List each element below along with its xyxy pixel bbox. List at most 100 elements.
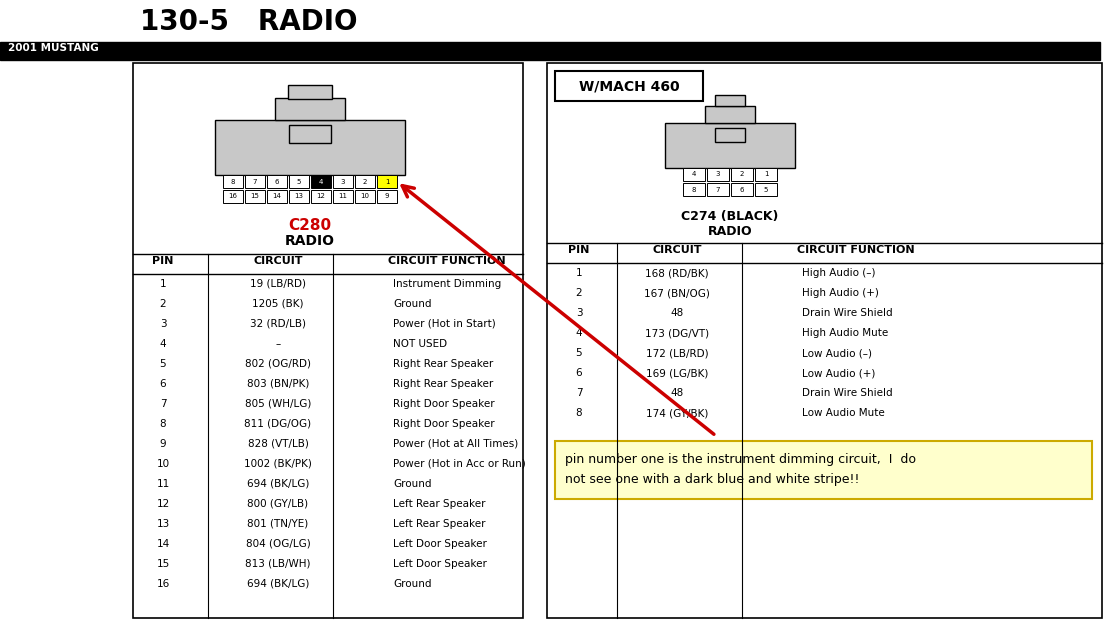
Bar [311, 175, 332, 188]
Text: 15: 15 [157, 559, 169, 569]
Bar [377, 175, 396, 188]
Text: 14: 14 [272, 194, 281, 199]
Text: 48: 48 [671, 308, 683, 318]
Bar [556, 441, 1092, 499]
Text: C274 (BLACK): C274 (BLACK) [681, 210, 778, 223]
Text: 13: 13 [295, 194, 304, 199]
Text: Power (Hot at All Times): Power (Hot at All Times) [393, 439, 519, 449]
Text: W/MACH 460: W/MACH 460 [579, 79, 680, 93]
Bar [665, 123, 795, 168]
Text: RADIO: RADIO [284, 234, 335, 248]
Text: 6: 6 [576, 368, 582, 378]
Text: 15: 15 [251, 194, 260, 199]
Text: 1002 (BK/PK): 1002 (BK/PK) [244, 459, 312, 469]
Text: pin number one is the instrument dimming circuit,  I  do
not see one with a dark: pin number one is the instrument dimming… [564, 454, 916, 486]
Text: 13: 13 [157, 519, 169, 529]
Text: Right Door Speaker: Right Door Speaker [393, 399, 495, 409]
Text: 6: 6 [274, 179, 279, 184]
Bar [223, 190, 243, 203]
Text: 803 (BN/PK): 803 (BN/PK) [246, 379, 309, 389]
Text: Low Audio (+): Low Audio (+) [802, 368, 876, 378]
Text: 6: 6 [739, 187, 745, 192]
Bar [755, 168, 777, 181]
Text: PIN: PIN [152, 256, 174, 266]
Text: 4: 4 [160, 339, 166, 349]
Bar [683, 168, 704, 181]
Text: 11: 11 [338, 194, 347, 199]
Text: 16: 16 [228, 194, 237, 199]
Text: Low Audio (–): Low Audio (–) [802, 348, 872, 358]
Text: High Audio Mute: High Audio Mute [802, 328, 888, 338]
Bar [288, 85, 332, 99]
Bar [311, 190, 332, 203]
Text: 3: 3 [160, 319, 166, 329]
Text: 10: 10 [157, 459, 169, 469]
Text: 1: 1 [385, 179, 390, 184]
Text: 1: 1 [160, 279, 166, 289]
Text: 9: 9 [160, 439, 166, 449]
Text: 802 (OG/RD): 802 (OG/RD) [245, 359, 311, 369]
Text: RADIO: RADIO [708, 225, 753, 238]
Bar [547, 63, 1102, 618]
Text: 8: 8 [231, 179, 235, 184]
Bar [707, 168, 729, 181]
Text: 16: 16 [157, 579, 169, 589]
Bar [355, 190, 375, 203]
Text: 801 (TN/YE): 801 (TN/YE) [248, 519, 309, 529]
Text: 14: 14 [157, 539, 169, 549]
Text: 804 (OG/LG): 804 (OG/LG) [245, 539, 310, 549]
Text: CIRCUIT FUNCTION: CIRCUIT FUNCTION [388, 256, 505, 266]
Text: 7: 7 [576, 388, 582, 398]
Text: CIRCUIT: CIRCUIT [652, 245, 702, 255]
Text: 1205 (BK): 1205 (BK) [252, 299, 304, 309]
Bar [215, 120, 405, 175]
Bar [0, 42, 1100, 60]
Bar [715, 95, 745, 106]
Text: 2: 2 [576, 288, 582, 298]
Bar [707, 183, 729, 196]
Text: 48: 48 [671, 388, 683, 398]
Text: 174 (GY/BK): 174 (GY/BK) [646, 408, 708, 418]
Text: 3: 3 [340, 179, 345, 184]
Text: 2: 2 [740, 172, 744, 177]
Text: 1: 1 [764, 172, 768, 177]
Bar [267, 190, 287, 203]
Text: NOT USED: NOT USED [393, 339, 447, 349]
Bar [133, 63, 523, 618]
Text: 2: 2 [363, 179, 367, 184]
Text: Drain Wire Shield: Drain Wire Shield [802, 388, 893, 398]
Text: 32 (RD/LB): 32 (RD/LB) [250, 319, 306, 329]
Text: 172 (LB/RD): 172 (LB/RD) [646, 348, 708, 358]
Bar [704, 106, 755, 123]
Bar [289, 190, 309, 203]
Text: 173 (DG/VT): 173 (DG/VT) [645, 328, 709, 338]
Text: 4: 4 [576, 328, 582, 338]
Bar [245, 175, 265, 188]
Bar [289, 175, 309, 188]
Text: 800 (GY/LB): 800 (GY/LB) [248, 499, 309, 509]
Bar [333, 190, 353, 203]
Text: 12: 12 [317, 194, 326, 199]
Text: CIRCUIT: CIRCUIT [253, 256, 302, 266]
Text: 8: 8 [576, 408, 582, 418]
Text: 7: 7 [253, 179, 258, 184]
Text: C280: C280 [289, 218, 332, 233]
Text: Left Rear Speaker: Left Rear Speaker [393, 499, 485, 509]
Text: 5: 5 [297, 179, 301, 184]
Text: PIN: PIN [568, 245, 590, 255]
Text: 805 (WH/LG): 805 (WH/LG) [245, 399, 311, 409]
Text: 7: 7 [716, 187, 720, 192]
Text: 130-5   RADIO: 130-5 RADIO [140, 8, 357, 36]
Bar [377, 190, 396, 203]
Text: 11: 11 [157, 479, 169, 489]
Text: 6: 6 [160, 379, 166, 389]
Bar [731, 168, 753, 181]
Text: 2001 MUSTANG: 2001 MUSTANG [8, 43, 99, 53]
Text: 1: 1 [576, 268, 582, 278]
Text: 5: 5 [576, 348, 582, 358]
Text: CIRCUIT FUNCTION: CIRCUIT FUNCTION [797, 245, 915, 255]
Text: Left Rear Speaker: Left Rear Speaker [393, 519, 485, 529]
Text: 10: 10 [361, 194, 370, 199]
Text: Right Rear Speaker: Right Rear Speaker [393, 379, 493, 389]
Text: 694 (BK/LG): 694 (BK/LG) [246, 479, 309, 489]
